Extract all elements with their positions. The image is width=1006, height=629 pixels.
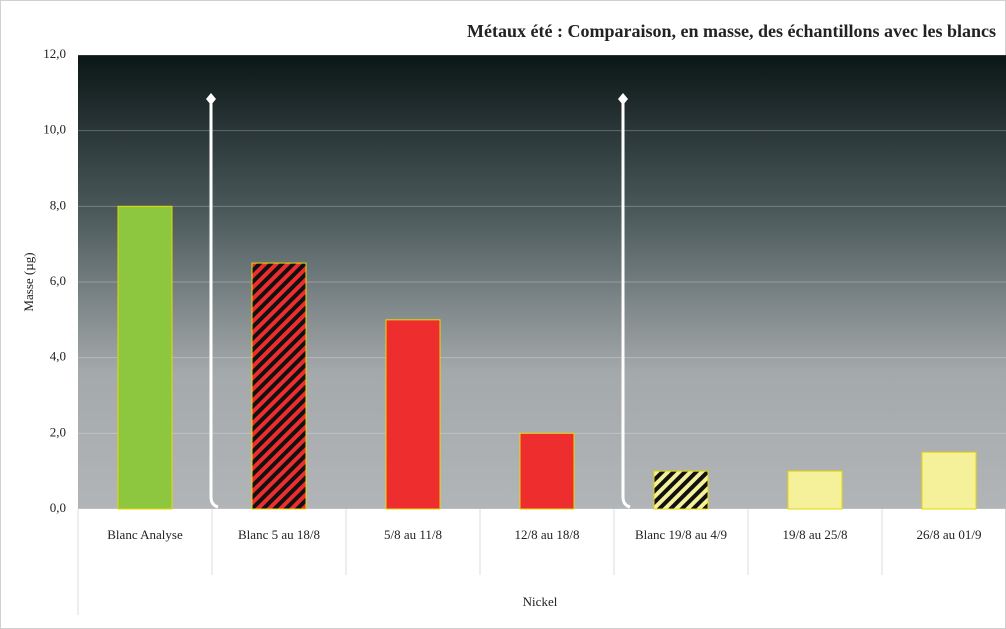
x-tick-label: 12/8 au 18/8 [514,527,580,542]
separator-marker [618,93,628,105]
x-tick-label: 26/8 au 01/9 [916,527,982,542]
x-tick-label: 5/8 au 11/8 [383,527,442,542]
x-tick-label: Blanc 19/8 au 4/9 [634,527,728,542]
bar [921,451,977,510]
y-tick-label: 4,0 [50,349,66,364]
y-tick-label: 12,0 [43,46,66,61]
chart-title: Métaux été : Comparaison, en masse, des … [467,21,996,41]
separator [621,100,631,509]
x-tick-label-box: 5/8 au 11/8 [383,527,442,542]
x-tick-label-box: 26/8 au 01/9 [916,527,982,542]
bar [653,470,709,510]
bar [519,432,575,510]
separator-marker [206,93,216,105]
y-tick-label: 10,0 [43,122,66,137]
x-axis-label: Nickel [523,594,558,609]
x-tick-label-box: 12/8 au 18/8 [514,527,580,542]
bar [385,319,441,510]
x-tick-label-box: Blanc 5 au 18/8 [238,527,320,542]
y-tick-label: 0,0 [50,500,66,515]
y-tick-label: 6,0 [50,273,66,288]
x-tick-label-box: 19/8 au 25/8 [782,527,848,542]
x-tick-label-box: Blanc 19/8 au 4/9 [634,527,728,542]
separator [209,100,219,509]
bar [787,470,843,510]
x-tick-label: Blanc 5 au 18/8 [238,527,320,542]
bar [117,205,173,510]
y-tick-label: 2,0 [50,424,66,439]
y-axis-label: Masse (µg) [21,252,36,311]
bar [251,262,307,510]
x-tick-label-box: Blanc Analyse [107,527,183,542]
separators [206,93,631,509]
x-tick-label: Blanc Analyse [107,527,183,542]
x-tick-label: 19/8 au 25/8 [782,527,848,542]
y-tick-label: 8,0 [50,197,66,212]
